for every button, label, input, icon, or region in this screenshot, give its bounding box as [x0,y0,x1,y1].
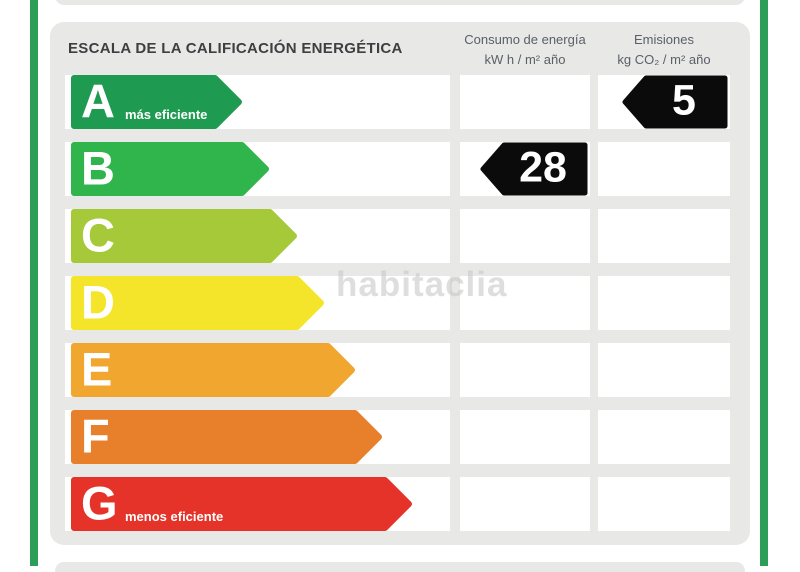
energy-rating-card: ESCALA DE LA CALIFICACIÓN ENERGÉTICA Con… [50,22,750,545]
rating-letter-d: D [81,275,115,329]
rating-letter-g: G [81,476,118,530]
rating-row-d: D [65,276,735,330]
rating-arrow-e: E [68,343,358,397]
consumo-value: 28 [519,143,567,192]
rating-arrow-f: F [68,410,385,464]
previous-card-bottom-edge [55,0,745,5]
emisiones-cell-b [598,142,730,196]
emisiones-cell-g [598,477,730,531]
value-arrow-shape [622,75,728,129]
emisiones-column-header: Emisiones kg CO₂ / m² año [598,30,730,69]
letter-cell-f: F [65,410,450,464]
energy-scale-title: ESCALA DE LA CALIFICACIÓN ENERGÉTICA [68,40,403,57]
rating-arrow-shape [71,276,324,330]
rating-arrow-shape [71,209,297,263]
letter-cell-b: B [65,142,450,196]
rating-arrow-shape [71,343,355,397]
rating-arrow-shape [71,477,412,531]
consumo-cell-g [460,477,590,531]
consumo-header-line1: Consumo de energía [464,32,586,47]
rating-row-b: B 28 [65,142,735,196]
efficiency-label-a: más eficiente [125,107,208,122]
emisiones-cell-c [598,209,730,263]
consumo-cell-a [460,75,590,129]
consumo-value-arrow: 28 [478,141,590,197]
emisiones-value-arrow: 5 [620,74,730,130]
letter-cell-c: C [65,209,450,263]
rating-arrow-c: C [68,209,300,263]
consumo-cell-d [460,276,590,330]
rating-arrow-shape [71,75,242,129]
efficiency-label-g: menos eficiente [125,509,224,524]
consumo-cell-f [460,410,590,464]
left-green-accent-bar [30,0,38,566]
emisiones-cell-a: 5 [598,75,730,129]
emisiones-header-units: kg CO₂ / m² año [617,51,711,67]
rating-letter-f: F [81,409,110,463]
value-arrow-shape [480,142,588,196]
emisiones-value: 5 [672,76,696,125]
rating-letter-b: B [81,141,115,195]
consumo-cell-e [460,343,590,397]
emisiones-cell-d [598,276,730,330]
next-card-top-edge [55,562,745,572]
letter-cell-e: E [65,343,450,397]
letter-cell-d: D [65,276,450,330]
rating-arrow-shape [71,142,269,196]
rating-arrow-d: D [68,276,327,330]
emisiones-header-line1: Emisiones [634,32,694,47]
rating-letter-e: E [81,342,113,396]
right-green-accent-bar [760,0,768,566]
rating-letter-c: C [81,208,115,262]
emisiones-cell-e [598,343,730,397]
rating-letter-a: A [81,74,115,128]
rating-row-e: E [65,343,735,397]
consumo-cell-b: 28 [460,142,590,196]
consumo-header-units: kW h / m² año [484,51,566,67]
consumo-column-header: Consumo de energía kW h / m² año [460,30,590,69]
rating-arrow-shape [71,410,382,464]
rating-arrow-b: B [68,142,272,196]
rating-row-c: C [65,209,735,263]
emisiones-cell-f [598,410,730,464]
rating-row-f: F [65,410,735,464]
consumo-cell-c [460,209,590,263]
